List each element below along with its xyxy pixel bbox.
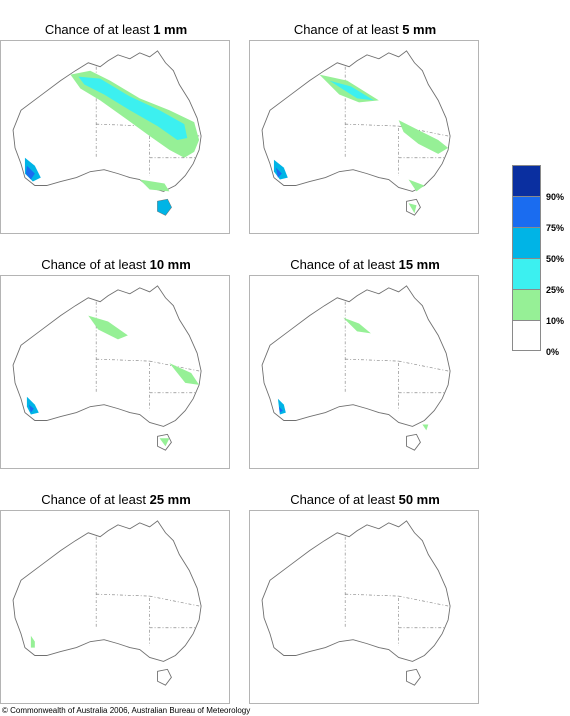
legend-swatch-0 (512, 320, 541, 351)
map-10mm (0, 275, 230, 469)
legend-label-50: 50% (546, 254, 565, 264)
panel-title-15mm: Chance of at least 15 mm (290, 257, 440, 272)
australia-map-1mm (12, 50, 202, 216)
panel-title-1mm: Chance of at least 1 mm (44, 22, 188, 37)
legend-swatch-90 (512, 165, 541, 196)
map-50mm (249, 510, 479, 704)
legend-swatch-25 (512, 258, 541, 289)
map-25mm (0, 510, 230, 704)
legend-swatch-50 (512, 227, 541, 258)
map-1mm (0, 40, 230, 234)
australia-map-25mm (12, 520, 202, 686)
australia-map-50mm (261, 520, 451, 686)
legend-label-90: 90% (546, 192, 565, 202)
legend-label-75: 75% (546, 223, 565, 233)
legend-swatch-75 (512, 196, 541, 227)
legend-label-0: 0% (546, 347, 560, 357)
copyright-notice: © Commonwealth of Australia 2006, Austra… (2, 706, 251, 715)
panel-title-10mm: Chance of at least 10 mm (41, 257, 191, 272)
panel-title-50mm: Chance of at least 50 mm (290, 492, 440, 507)
australia-map-15mm (261, 285, 451, 451)
legend-label-25: 25% (546, 285, 565, 295)
map-15mm (249, 275, 479, 469)
panel-title-25mm: Chance of at least 25 mm (41, 492, 191, 507)
panel-title-5mm: Chance of at least 5 mm (293, 22, 437, 37)
map-5mm (249, 40, 479, 234)
legend-swatch-10 (512, 289, 541, 320)
australia-map-10mm (12, 285, 202, 451)
probability-legend: 90% 75% 50% 25% 10% 0% (512, 165, 564, 357)
australia-map-5mm (261, 50, 451, 216)
legend-label-10: 10% (546, 316, 565, 326)
